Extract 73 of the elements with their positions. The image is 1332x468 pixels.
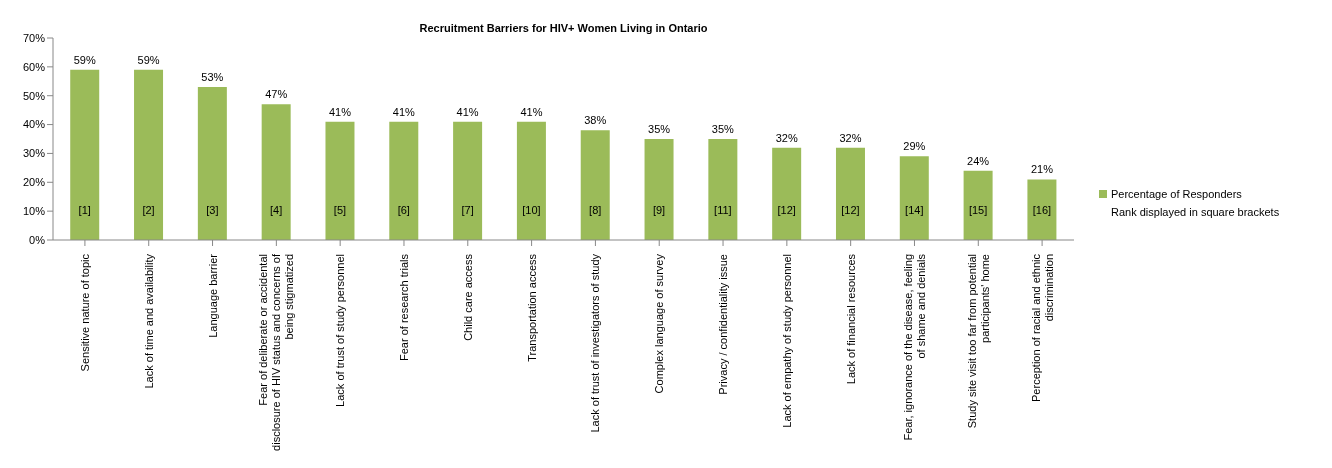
bar <box>580 130 610 240</box>
data-label: 29% <box>903 140 926 153</box>
x-tick-label: Lack of financial resources <box>844 253 857 385</box>
annotation: [2] <box>142 204 155 216</box>
bar <box>261 104 291 240</box>
annotation: [9] <box>652 204 666 216</box>
data-label: 35% <box>648 123 671 135</box>
x-tick-label: Privacy / confidentiality issue <box>717 254 730 395</box>
annotation: [16] <box>1032 204 1052 216</box>
annotation: [1] <box>78 204 91 216</box>
data-label: 47% <box>265 88 288 101</box>
x-tick-label: Fear of deliberate or accidental disclosure of HIV status and concerns of being stigmatized <box>257 253 296 451</box>
x-tick-label: Fear, ignorance of the disease, feeling of shame and denials <box>901 253 927 441</box>
annotation: [5] <box>333 204 347 216</box>
x-tick-label: Child care access <box>461 253 474 341</box>
x-tick-label: Transportation access <box>525 253 538 362</box>
y-tick-label: 50% <box>22 89 46 102</box>
annotation: [14] <box>905 204 924 216</box>
legend-label: Percentage of Responders <box>1111 188 1242 200</box>
text: Rank displayed in square brackets <box>1111 206 1280 218</box>
y-tick-label: 0% <box>29 233 46 246</box>
annotation: [8] <box>589 204 602 216</box>
y-tick-label: 70% <box>22 31 46 44</box>
y-tick-label: 10% <box>22 205 46 218</box>
annotation: [12] <box>777 204 796 216</box>
bar <box>835 147 865 240</box>
y-tick-label: 30% <box>22 147 46 160</box>
annotation: [7] <box>461 204 474 216</box>
x-tick-label: Complex language of survey <box>653 253 666 394</box>
y-tick-label: 40% <box>22 118 46 131</box>
data-label: 35% <box>711 123 735 135</box>
bar <box>516 121 546 240</box>
data-label: 59% <box>137 53 160 66</box>
data-label: 32% <box>775 131 798 144</box>
x-tick-label: Fear of research trials <box>397 253 410 361</box>
x-tick-label: Sensitive nature of topic <box>78 253 91 372</box>
bar <box>70 69 100 240</box>
y-tick-label: 20% <box>22 176 46 189</box>
y-tick-label: 60% <box>22 60 46 73</box>
bar <box>389 121 419 240</box>
data-label: 41% <box>456 105 479 118</box>
x-tick-label: Lack of empathy of study personnel <box>780 254 793 428</box>
bar <box>197 87 227 240</box>
data-label: 59% <box>73 53 96 66</box>
data-label: 24% <box>967 154 990 167</box>
data-label: 38% <box>584 114 607 127</box>
bar <box>708 139 738 240</box>
bar <box>453 121 483 240</box>
chart-title: Recruitment Barriers for HIV+ Women Living in Ontario <box>418 22 709 34</box>
annotation: [11] <box>714 204 732 216</box>
data-label: 41% <box>328 105 352 118</box>
annotation: [15] <box>968 204 988 216</box>
annotation: [12] <box>841 204 860 216</box>
data-label: 32% <box>839 131 862 144</box>
x-tick-label: Lack of trust of study personnel <box>334 254 347 407</box>
x-tick-label: Language barrier <box>206 253 219 338</box>
x-tick-label: Lack of time and availability <box>142 253 155 389</box>
bar <box>325 121 355 240</box>
bar <box>899 156 929 240</box>
bar <box>1027 179 1057 240</box>
bar <box>963 170 993 240</box>
bar <box>772 147 802 240</box>
bar <box>134 69 164 240</box>
annotation: [3] <box>206 204 219 216</box>
x-tick-label: Lack of trust of investigators of study <box>589 253 602 433</box>
data-label: 21% <box>1030 163 1054 176</box>
data-label: 53% <box>201 71 224 84</box>
annotation: [4] <box>270 204 283 216</box>
annotation: [6] <box>397 204 410 216</box>
bar <box>644 139 674 240</box>
data-label: 41% <box>520 105 543 118</box>
annotation: [10] <box>522 204 541 216</box>
data-label: 41% <box>392 105 416 118</box>
